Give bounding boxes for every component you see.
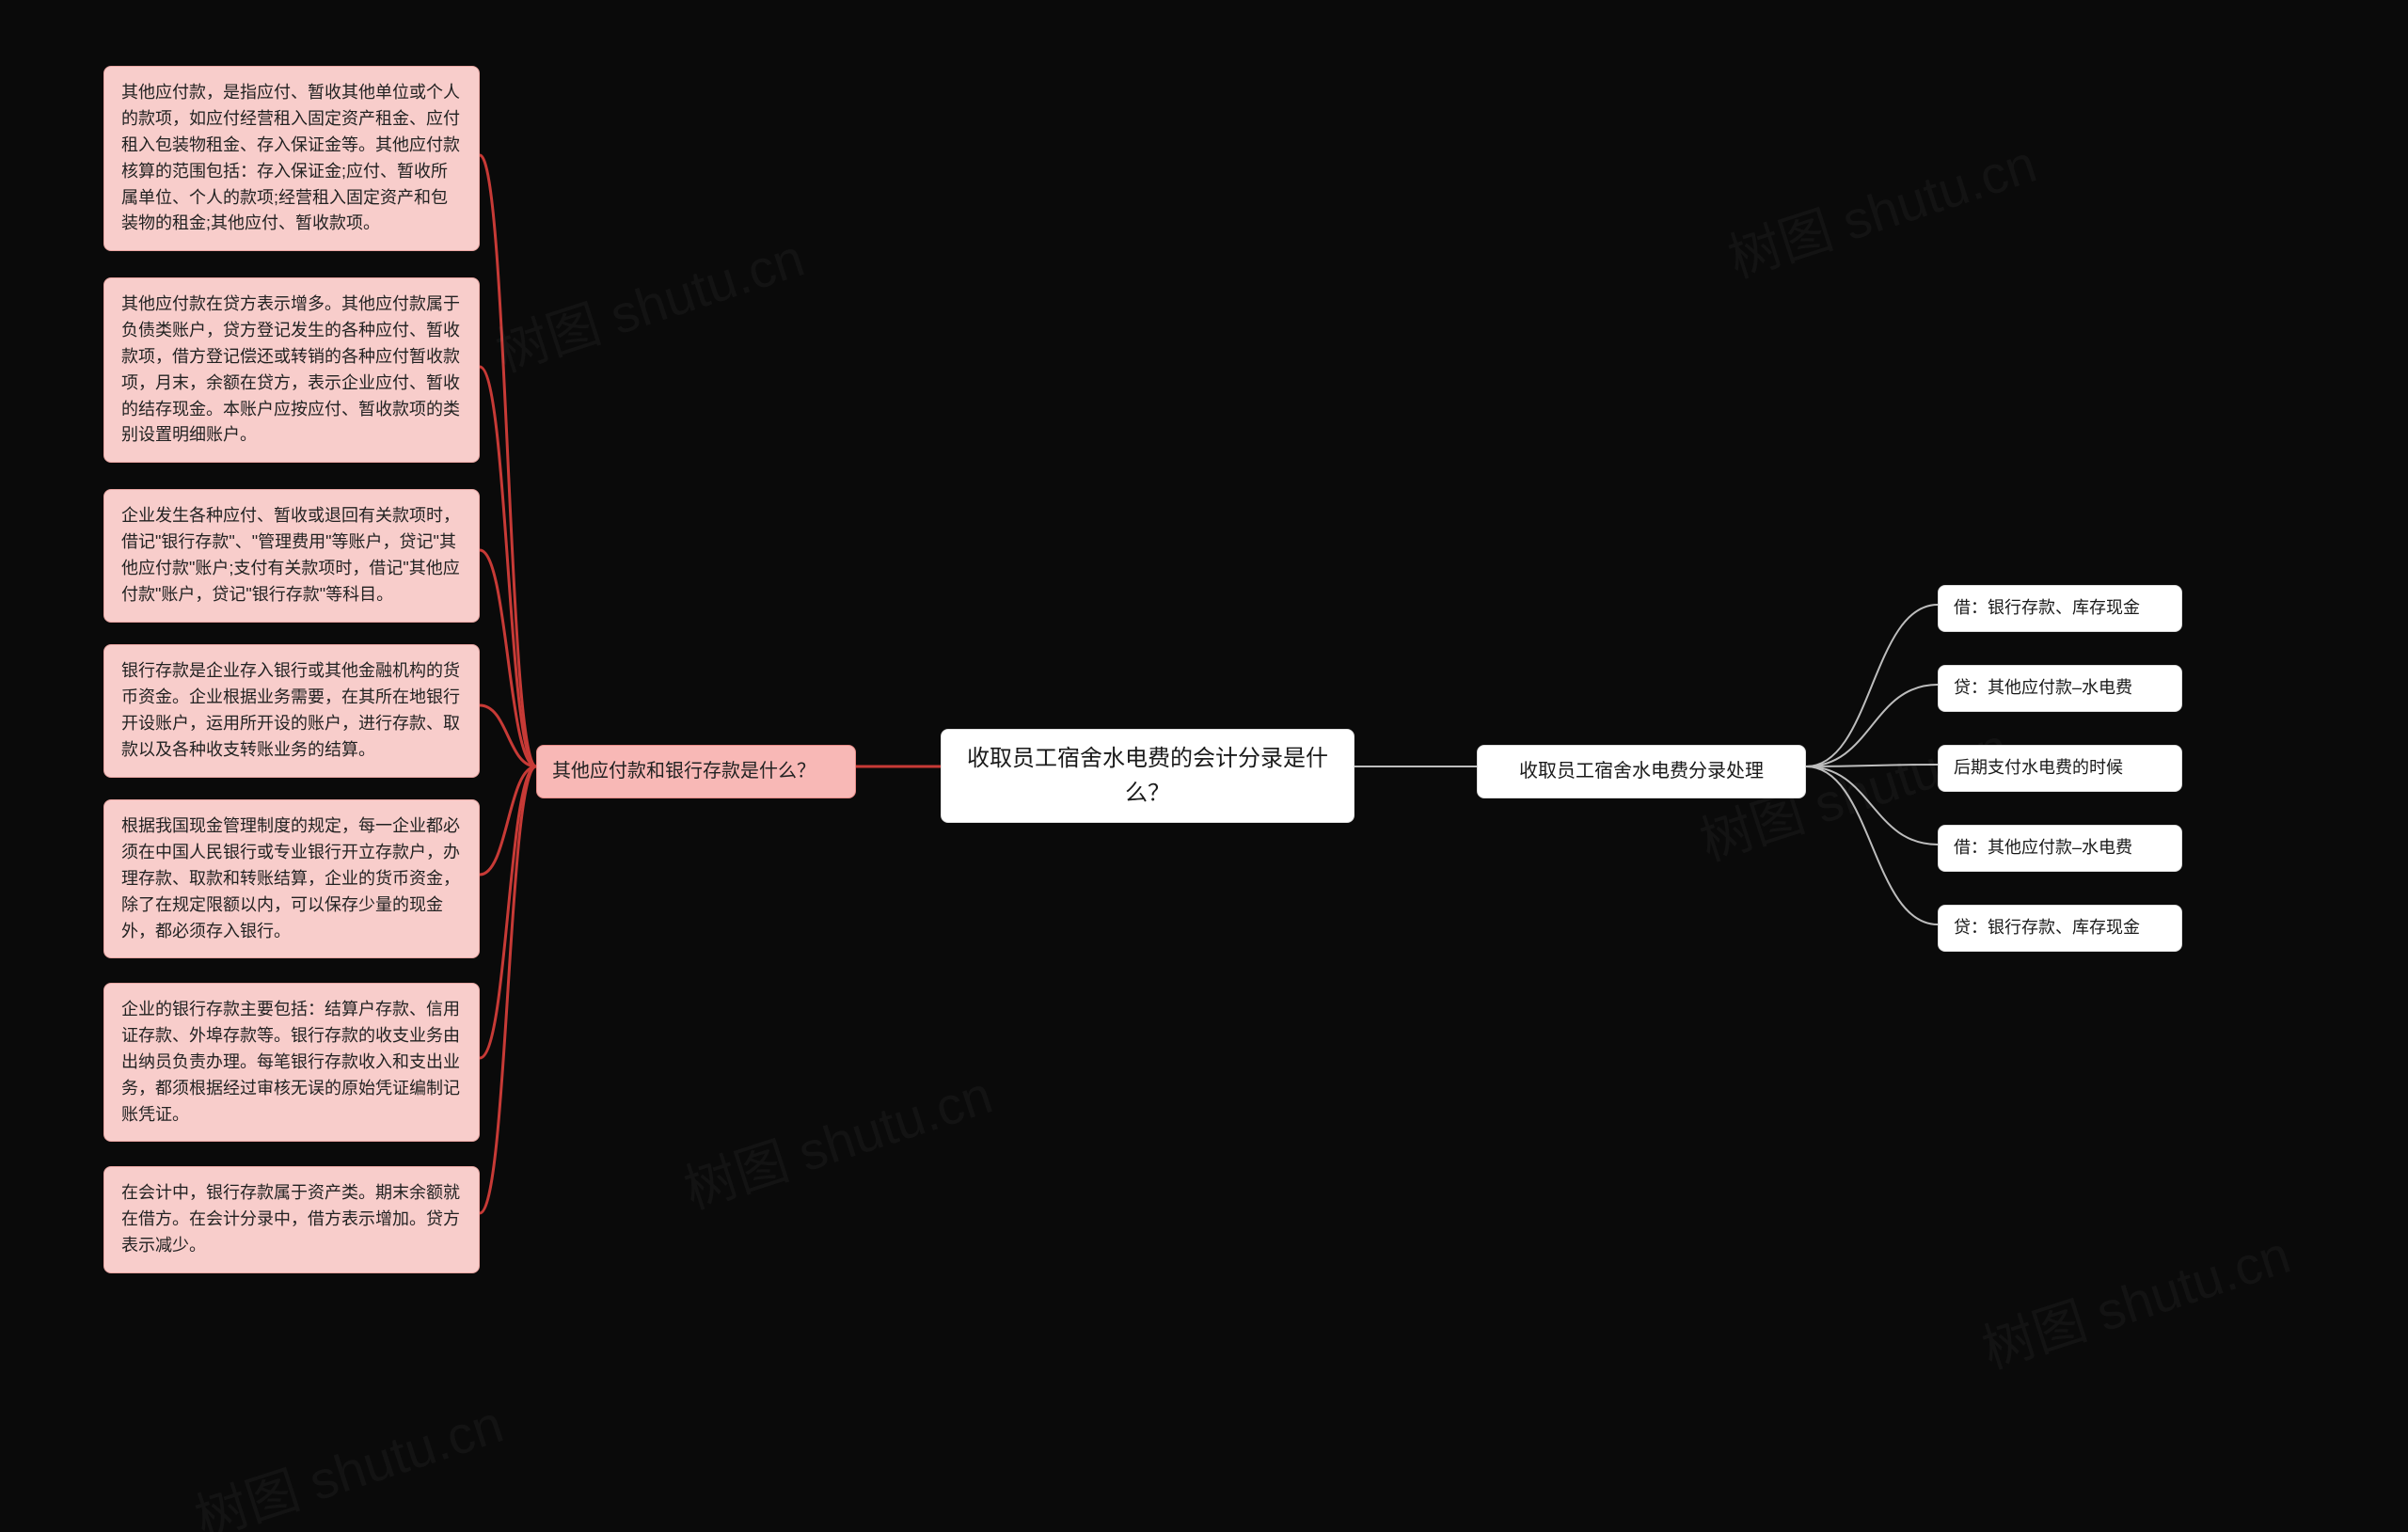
left-leaf-node[interactable]: 企业发生各种应付、暂收或退回有关款项时，借记"银行存款"、"管理费用"等账户，贷… <box>103 489 480 623</box>
watermark-text: 树图 shutu.cn <box>485 216 813 387</box>
connector-line <box>1806 766 1938 924</box>
connector-line <box>480 550 536 766</box>
left-leaf-text: 企业的银行存款主要包括：结算户存款、信用证存款、外埠存款等。银行存款的收支业务由… <box>121 1000 460 1124</box>
connector-line <box>1806 765 1938 766</box>
left-leaf-node[interactable]: 其他应付款，是指应付、暂收其他单位或个人的款项，如应付经营租入固定资产租金、应付… <box>103 66 480 251</box>
root-text: 收取员工宿舍水电费的会计分录是什么？ <box>967 746 1328 806</box>
left-leaf-node[interactable]: 企业的银行存款主要包括：结算户存款、信用证存款、外埠存款等。银行存款的收支业务由… <box>103 983 480 1142</box>
connector-line <box>480 705 536 766</box>
left-leaf-node[interactable]: 根据我国现金管理制度的规定，每一企业都必须在中国人民银行或专业银行开立存款户，办… <box>103 799 480 958</box>
right-leaf-node[interactable]: 贷：其他应付款–水电费 <box>1938 665 2182 712</box>
right-leaf-text: 贷：其他应付款–水电费 <box>1954 678 2132 697</box>
left-branch-title[interactable]: 其他应付款和银行存款是什么？ <box>536 745 856 798</box>
right-branch-title[interactable]: 收取员工宿舍水电费分录处理 <box>1477 745 1806 798</box>
right-leaf-text: 借：银行存款、库存现金 <box>1954 598 2140 617</box>
right-leaf-node[interactable]: 借：银行存款、库存现金 <box>1938 585 2182 632</box>
right-leaf-text: 借：其他应付款–水电费 <box>1954 838 2132 857</box>
left-leaf-text: 其他应付款在贷方表示增多。其他应付款属于负债类账户，贷方登记发生的各种应付、暂收… <box>121 294 460 444</box>
connector-line <box>480 367 536 766</box>
connector-line <box>1806 766 1938 845</box>
left-leaf-text: 根据我国现金管理制度的规定，每一企业都必须在中国人民银行或专业银行开立存款户，办… <box>121 816 460 940</box>
connector-line <box>480 766 536 1213</box>
right-leaf-node[interactable]: 贷：银行存款、库存现金 <box>1938 905 2182 952</box>
left-leaf-node[interactable]: 在会计中，银行存款属于资产类。期末余额就在借方。在会计分录中，借方表示增加。贷方… <box>103 1166 480 1273</box>
right-branch-label: 收取员工宿舍水电费分录处理 <box>1519 761 1764 782</box>
right-leaf-node[interactable]: 后期支付水电费的时候 <box>1938 745 2182 792</box>
right-leaf-text: 贷：银行存款、库存现金 <box>1954 918 2140 937</box>
left-leaf-text: 企业发生各种应付、暂收或退回有关款项时，借记"银行存款"、"管理费用"等账户，贷… <box>121 506 460 604</box>
watermark-text: 树图 shutu.cn <box>184 1382 512 1532</box>
left-leaf-node[interactable]: 银行存款是企业存入银行或其他金融机构的货币资金。企业根据业务需要，在其所在地银行… <box>103 644 480 778</box>
connector-line <box>480 155 536 766</box>
root-node[interactable]: 收取员工宿舍水电费的会计分录是什么？ <box>941 729 1354 823</box>
watermark-text: 树图 shutu.cn <box>1972 1213 2299 1384</box>
left-leaf-text: 其他应付款，是指应付、暂收其他单位或个人的款项，如应付经营租入固定资产租金、应付… <box>121 83 460 232</box>
left-branch-label: 其他应付款和银行存款是什么？ <box>552 761 816 782</box>
right-leaf-text: 后期支付水电费的时候 <box>1954 758 2123 777</box>
left-leaf-node[interactable]: 其他应付款在贷方表示增多。其他应付款属于负债类账户，贷方登记发生的各种应付、暂收… <box>103 277 480 463</box>
left-leaf-text: 银行存款是企业存入银行或其他金融机构的货币资金。企业根据业务需要，在其所在地银行… <box>121 661 460 759</box>
left-leaf-text: 在会计中，银行存款属于资产类。期末余额就在借方。在会计分录中，借方表示增加。贷方… <box>121 1183 460 1255</box>
connector-line <box>480 766 536 1058</box>
connector-line <box>480 766 536 875</box>
watermark-text: 树图 shutu.cn <box>673 1053 1001 1224</box>
watermark-text: 树图 shutu.cn <box>1718 122 2045 293</box>
connector-line <box>1806 605 1938 766</box>
right-leaf-node[interactable]: 借：其他应付款–水电费 <box>1938 825 2182 872</box>
connector-line <box>1806 685 1938 766</box>
